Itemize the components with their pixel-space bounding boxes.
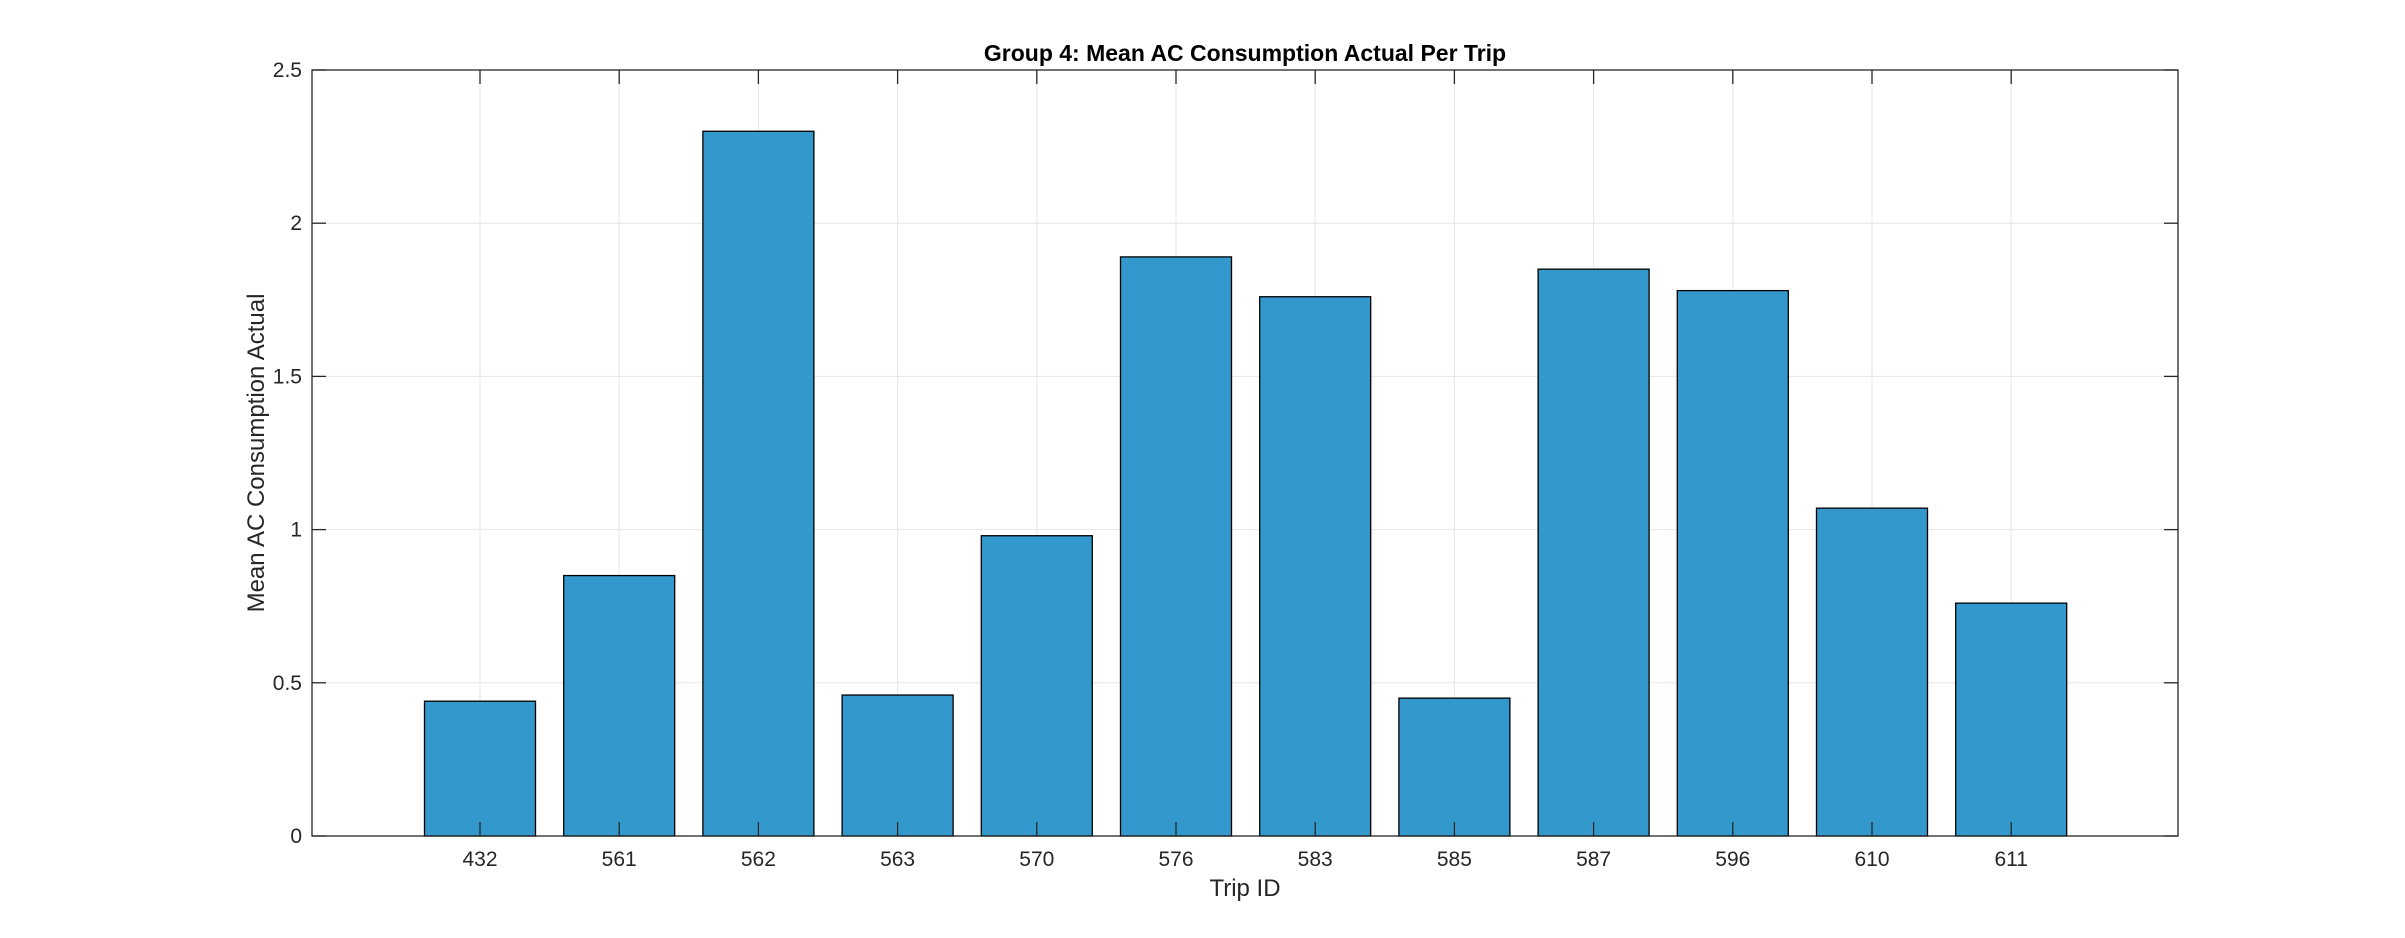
y-tick-label: 0.5: [273, 672, 302, 695]
bar-610: [1815, 507, 1929, 837]
y-tick-label: 1: [290, 519, 302, 542]
x-tick-label: 610: [1854, 848, 1889, 871]
x-axis-label: Trip ID: [1209, 875, 1280, 902]
bar-576: [1119, 256, 1233, 837]
bar-611: [1955, 602, 2068, 837]
y-tick-label: 0: [290, 825, 302, 848]
x-tick-label: 611: [1994, 848, 2027, 871]
bar-563: [841, 694, 954, 837]
ticks: [312, 69, 2178, 837]
tick-labels: 0 0.5 1 1.5 2 2.5 432 561 562 563 570 576 583 585 587 5…: [273, 59, 2028, 871]
x-tick-label: 562: [741, 848, 776, 871]
chart-title: Group 4: Mean AC Consumption Actual Per …: [984, 40, 1506, 66]
x-tick-label: 585: [1437, 848, 1472, 871]
bar-585: [1398, 697, 1511, 837]
x-tick-label: 576: [1158, 848, 1193, 871]
bar-587: [1537, 268, 1650, 837]
y-tick-label: 2: [290, 212, 302, 235]
x-tick-label: 561: [602, 848, 637, 871]
axes-box: [311, 69, 2179, 837]
bar-570: [980, 535, 1093, 837]
bar-432: [423, 700, 537, 837]
bar-596: [1676, 289, 1789, 837]
x-tick-label: 432: [462, 848, 497, 871]
y-tick-label: 2.5: [273, 59, 302, 82]
x-tick-label: 587: [1576, 848, 1611, 871]
x-tick-label: 596: [1715, 848, 1750, 871]
bar-583: [1259, 296, 1372, 837]
bar-562: [702, 130, 815, 837]
x-tick-label: 563: [880, 848, 915, 871]
bars: [423, 130, 2068, 837]
x-tick-label: 570: [1019, 848, 1054, 871]
y-tick-label: 1.5: [273, 365, 302, 388]
y-axis-label: Mean AC Consumption Actual: [243, 294, 270, 613]
x-tick-label: 583: [1298, 848, 1333, 871]
bar-561: [563, 574, 676, 837]
